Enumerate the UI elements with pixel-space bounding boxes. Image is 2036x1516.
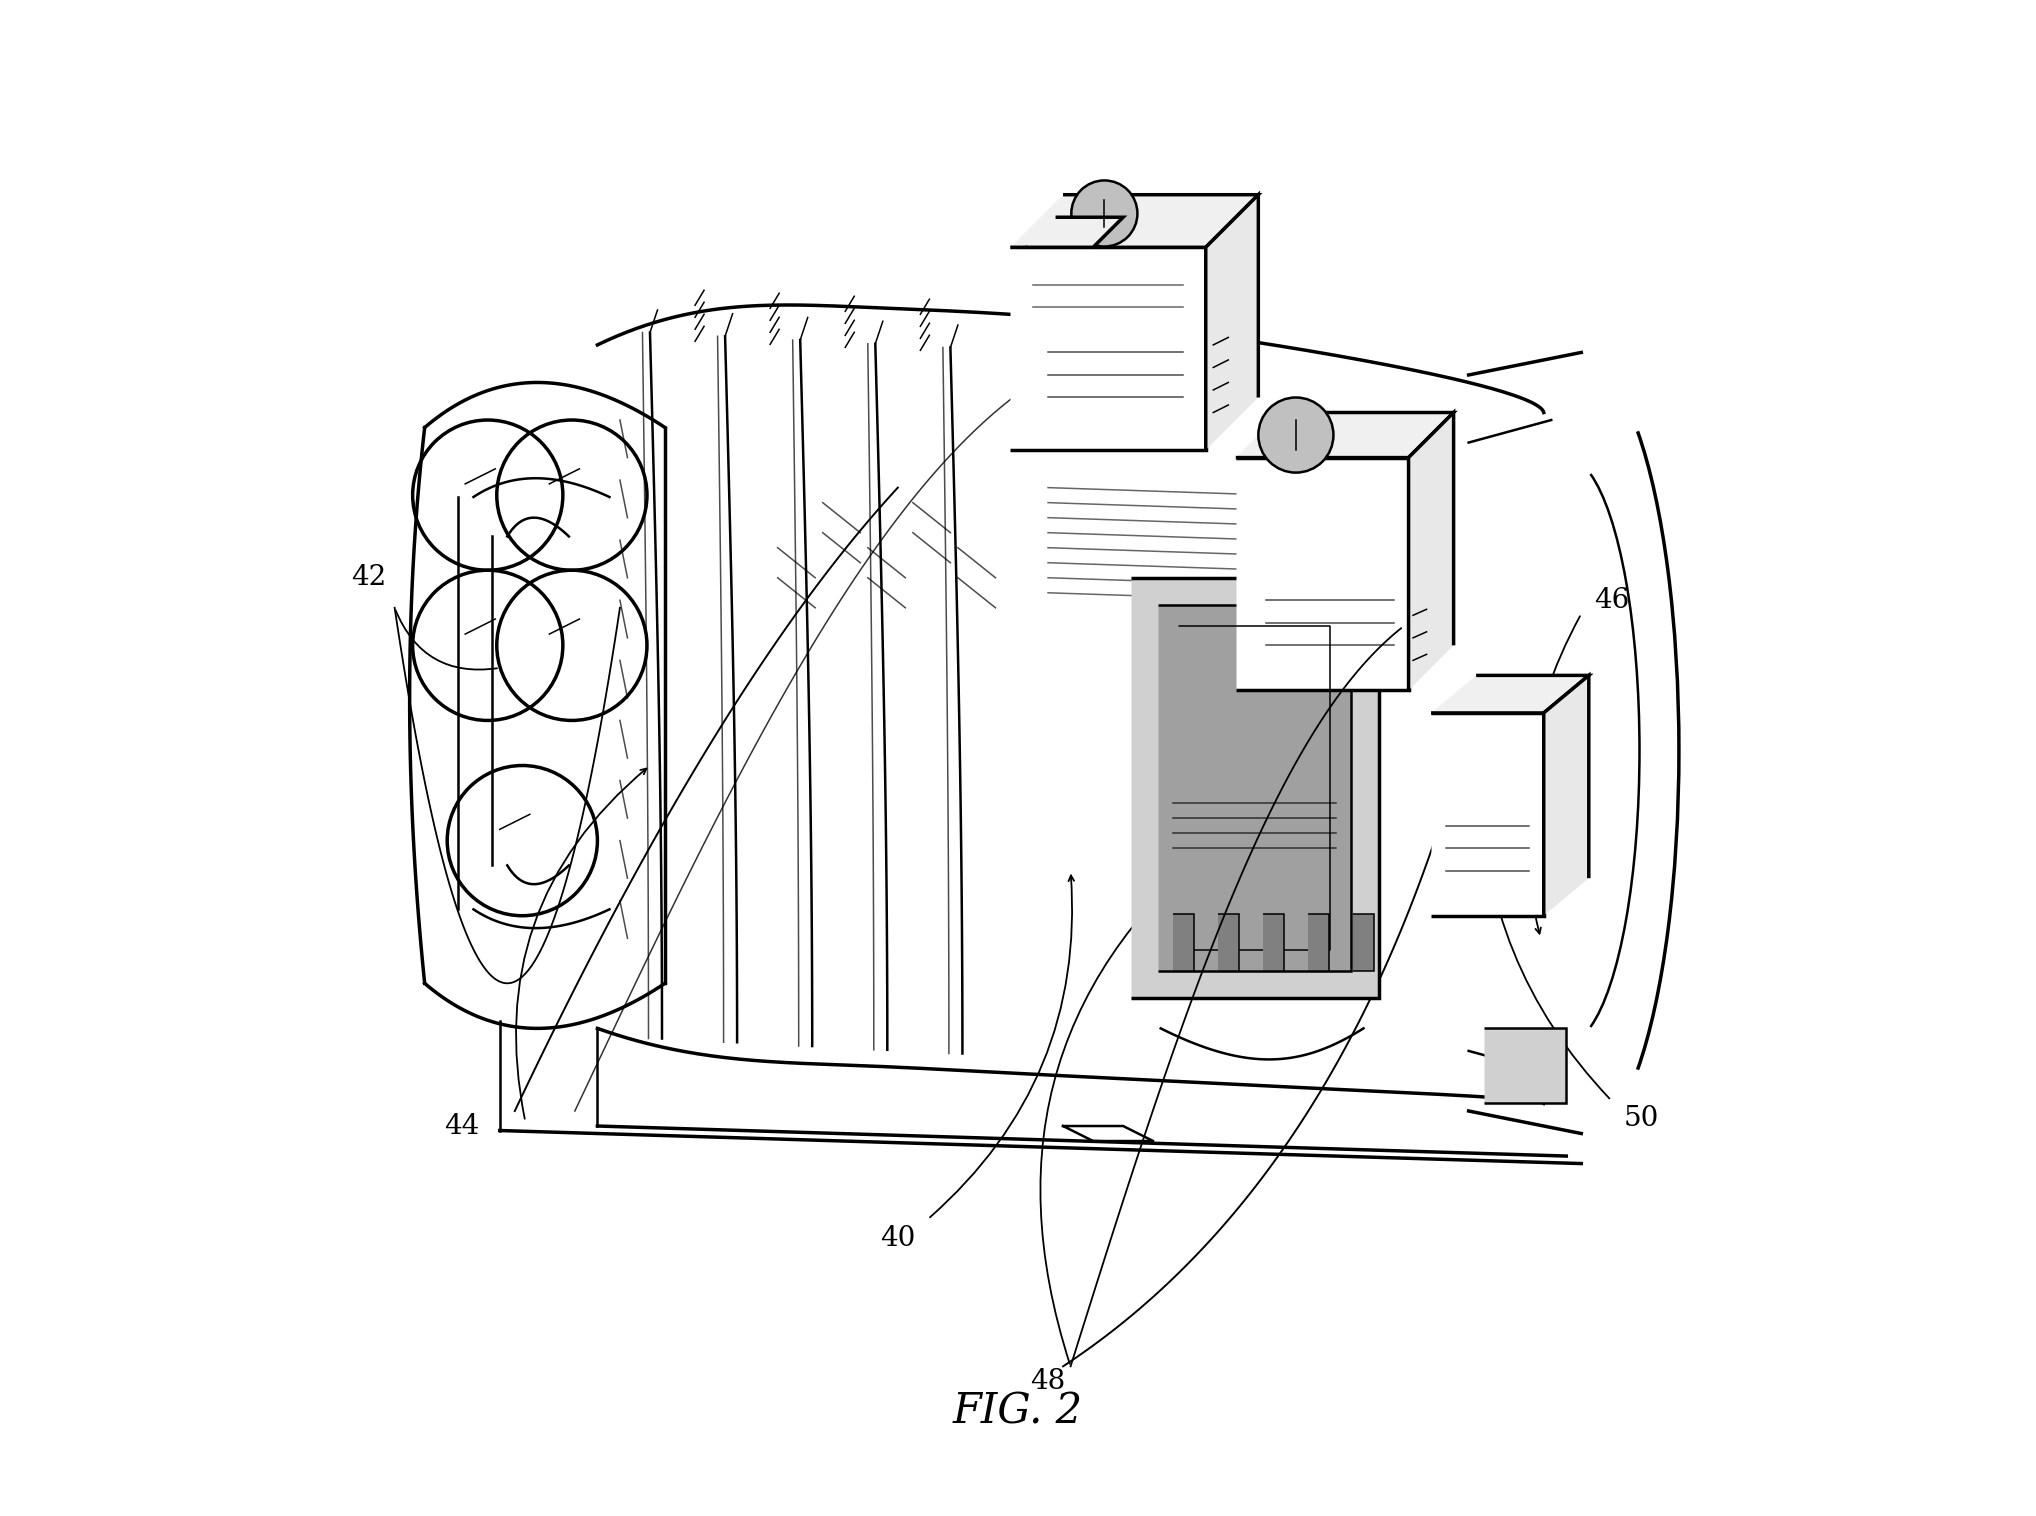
Text: 44: 44 xyxy=(444,1113,480,1140)
Text: 42: 42 xyxy=(352,564,387,591)
Polygon shape xyxy=(1026,217,1124,247)
Polygon shape xyxy=(1236,458,1409,690)
Text: 40: 40 xyxy=(880,1225,916,1252)
Polygon shape xyxy=(1431,676,1588,713)
Text: 48: 48 xyxy=(1030,1367,1065,1395)
Polygon shape xyxy=(1218,914,1238,972)
Polygon shape xyxy=(1205,194,1258,450)
Text: FIG. 2: FIG. 2 xyxy=(953,1390,1083,1433)
Polygon shape xyxy=(1010,194,1258,247)
Circle shape xyxy=(1258,397,1334,473)
Polygon shape xyxy=(1409,412,1454,690)
Text: 46: 46 xyxy=(1594,587,1629,614)
Polygon shape xyxy=(1130,578,1378,999)
Polygon shape xyxy=(1173,914,1193,972)
Polygon shape xyxy=(1262,914,1285,972)
Polygon shape xyxy=(1236,412,1454,458)
Circle shape xyxy=(1071,180,1138,247)
Polygon shape xyxy=(1158,605,1352,972)
Polygon shape xyxy=(1543,676,1588,916)
Polygon shape xyxy=(1431,713,1543,916)
Polygon shape xyxy=(1484,1028,1566,1104)
Polygon shape xyxy=(1010,247,1205,450)
Text: 50: 50 xyxy=(1623,1105,1659,1132)
Polygon shape xyxy=(1354,914,1374,972)
Polygon shape xyxy=(1307,914,1330,972)
